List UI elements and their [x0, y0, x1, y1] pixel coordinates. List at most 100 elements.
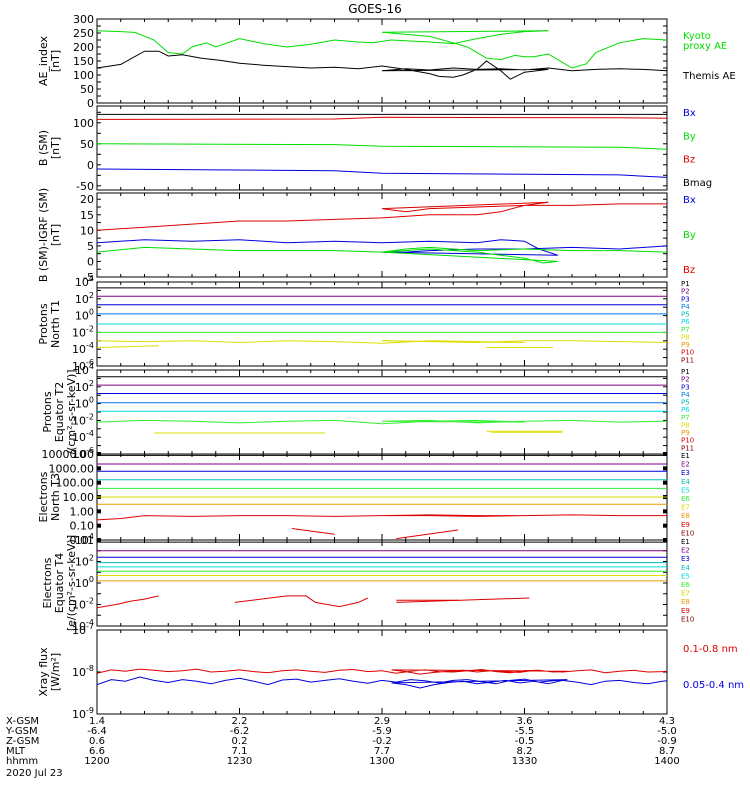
x-row-label: Y-GSM — [5, 726, 38, 737]
y-tick-label: 102 — [75, 379, 94, 394]
x-row-value: 1300 — [369, 756, 394, 767]
y-axis-label: North T1 — [49, 300, 62, 348]
panel-frame — [96, 369, 668, 455]
y-axis-label: B (SM) — [37, 130, 50, 166]
legend-entry: E2 — [681, 461, 690, 469]
y-axis-label: Xray flux — [37, 647, 50, 697]
legend: Bx By Bz — [683, 195, 696, 276]
x-row-value: -0.5 — [515, 736, 535, 747]
legend-entry: E1 — [681, 452, 690, 460]
x-row-value: 1200 — [84, 756, 109, 767]
legend-entry: E6 — [681, 581, 690, 589]
legend-entry: P1 — [681, 368, 690, 376]
y-axis-label: North T3 — [49, 473, 62, 521]
y-tick-mark — [97, 466, 101, 471]
series-p7 — [97, 340, 667, 344]
y-tick-label: 100 — [75, 308, 94, 323]
series-bz — [97, 199, 667, 231]
y-tick-mark — [97, 509, 101, 514]
y-axis-label: [nT] — [49, 224, 62, 246]
y-axis-label: Protons — [41, 391, 54, 432]
legend-entry: Bz — [683, 265, 695, 276]
series-bz — [97, 116, 667, 120]
y-tick-label: 10-4 — [72, 618, 94, 633]
y-tick-label: 102 — [75, 554, 94, 569]
y-tick-label: -50 — [76, 180, 94, 193]
y-axis-label: [W/m²] — [49, 653, 62, 691]
x-row-value: 1.4 — [89, 716, 105, 727]
legend-entry: E3 — [681, 555, 690, 563]
x-row-value: -5.5 — [515, 726, 535, 737]
y-tick-label: 1000.00 — [49, 462, 95, 475]
series-e9b — [234, 595, 369, 608]
y-axis-label: [e/(cm²-s-sr-keV)] — [65, 535, 78, 631]
x-row-value: 4.3 — [659, 716, 675, 727]
x-row-value: 2.9 — [374, 716, 390, 727]
y-tick-mark — [663, 466, 667, 471]
series-0-1-0-8-nm — [97, 668, 667, 675]
legend-entry: By — [683, 131, 696, 142]
panel-bsm: -50 0 50 100 B (SM) [nT] Bx By Bz Bmag — [37, 105, 712, 193]
series-kyoto-proxy-ae — [97, 30, 667, 69]
y-tick-label: 50 — [80, 138, 94, 151]
series-by — [97, 143, 667, 150]
y-axis-label: AE_index — [37, 35, 50, 86]
legend-entry: E4 — [681, 564, 690, 572]
y-axis-label: Protons — [37, 303, 50, 344]
y-tick-label: 104 — [75, 362, 94, 377]
legend-entry: P6 — [681, 406, 690, 414]
y-tick-label: 10 — [80, 224, 94, 237]
y-tick-label: 100 — [73, 69, 94, 82]
legend-entry: E5 — [681, 572, 690, 580]
legend-entry: P8 — [681, 333, 690, 341]
x-row-value: 1330 — [512, 756, 537, 767]
x-axis-table: X-GSM 1.4 2.2 2.9 3.6 4.3 Y-GSM -6.4 -6.2 -5.9 -5.… — [5, 716, 680, 779]
plot-date: 2020 Jul 23 — [6, 768, 63, 779]
series-bx — [97, 239, 667, 256]
legend-entry: P4 — [681, 303, 690, 311]
x-row-value: 8.7 — [659, 746, 675, 757]
legend: Bx By Bz Bmag — [683, 108, 712, 189]
panel-frame — [96, 629, 668, 715]
y-axis-label: Equator T4 — [53, 553, 66, 613]
y-tick-mark — [663, 509, 667, 514]
x-row-label: Z-GSM — [6, 736, 39, 747]
x-row-value: 8.2 — [517, 746, 533, 757]
legend-entry: Kyoto — [683, 31, 711, 42]
x-row-value: 0.6 — [89, 736, 105, 747]
y-tick-label: 10000.00 — [42, 448, 95, 461]
legend-entry: Bz — [683, 155, 695, 166]
y-tick-mark — [97, 523, 101, 528]
series-e9d — [396, 597, 530, 603]
legend-entry: Bmag — [683, 178, 712, 189]
series-p6 — [97, 419, 667, 425]
series-e9 — [97, 595, 159, 609]
legend-entry: P9 — [681, 429, 690, 437]
legend-entry: P7 — [681, 414, 690, 422]
y-tick-label: 104 — [75, 532, 94, 547]
y-tick-label: -5 — [83, 271, 94, 284]
legend-entry: E2 — [681, 547, 690, 555]
y-tick-label: 0.01 — [70, 534, 95, 547]
legend-entry: E7 — [681, 504, 690, 512]
y-axis-label: B (SM)-IGRF (SM) — [37, 188, 50, 282]
x-row-value: 1230 — [227, 756, 252, 767]
y-tick-label: 10-9 — [72, 706, 94, 721]
legend-entry: P8 — [681, 421, 690, 429]
legend-entry: E4 — [681, 478, 690, 486]
panel-elec_t4: 104 102 100 10-2 10-4 Electrons Equator T4 [e/(… — [41, 532, 694, 633]
legend-entry: E8 — [681, 598, 690, 606]
y-tick-mark — [663, 523, 667, 528]
x-row-value: 3.6 — [517, 716, 533, 727]
legend-entry: P10 — [681, 437, 694, 445]
series-themis-ae — [97, 50, 667, 80]
legend-entry: P2 — [681, 376, 690, 384]
series-bx — [97, 168, 667, 178]
y-tick-label: 10-8 — [72, 664, 94, 679]
panel-frame — [96, 105, 668, 191]
panel-bsm_igrf: -5 0 5 10 15 20 B (SM)-IGRF (SM) [nT] Bx By Bz — [37, 188, 696, 284]
y-tick-label: 15 — [80, 209, 94, 222]
